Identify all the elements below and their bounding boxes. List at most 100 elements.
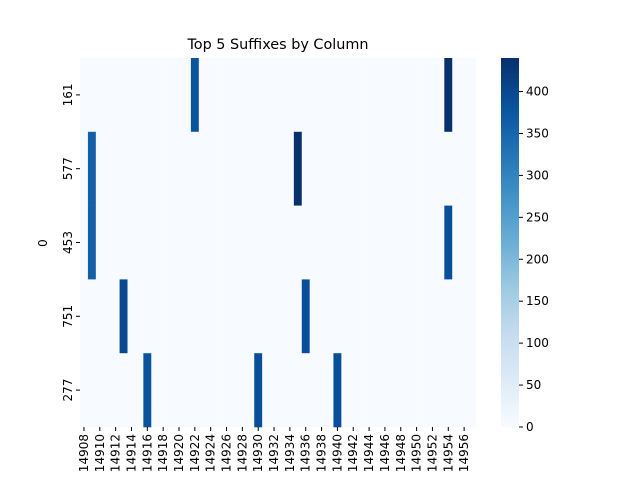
heatmap-cell [143,131,152,206]
heatmap-cell [254,205,263,280]
heatmap-cell [365,353,374,428]
heatmap-cell [301,58,310,133]
heatmap-cell [317,353,326,428]
heatmap-cell [357,353,366,428]
heatmap-cell [373,205,382,280]
heatmap-cell [159,131,168,206]
x-tick-label: 14936 [299,434,313,472]
heatmap-cell [246,353,255,428]
heatmap-cell [119,58,128,133]
x-tick-label: 14944 [362,434,376,472]
heatmap-cell [309,58,318,133]
heatmap-cell [404,353,413,428]
heatmap-cell [238,279,247,354]
x-tick-label: 14920 [172,434,186,472]
x-tick-label: 14916 [140,434,154,472]
heatmap-cell [341,279,350,354]
heatmap-cell [119,131,128,206]
heatmap-cell [214,353,223,428]
heatmap-cell [246,279,255,354]
heatmap-cell [111,353,120,428]
heatmap-cell [80,353,89,428]
heatmap-cell [198,58,208,133]
heatmap-cell [285,131,295,206]
heatmap-cell [214,131,223,206]
heatmap-cell [325,205,334,280]
x-tick-label: 14948 [394,434,408,472]
heatmap-cell [127,205,136,280]
heatmap-cell [198,205,208,280]
heatmap-cell [182,205,192,280]
heatmap-cell [135,205,144,280]
heatmap-cell [317,279,326,354]
heatmap-cell [103,353,112,428]
heatmap-cell [175,353,184,428]
heatmap-cell [373,279,382,354]
heatmap-cell [222,205,231,280]
heatmap-cell [103,131,112,206]
heatmap-cell [420,58,429,133]
heatmap-cell [127,279,136,354]
heatmap-cell [373,353,382,428]
heatmap-cell [365,279,374,354]
heatmap-cell [151,353,160,428]
x-tick-label: 14950 [410,434,424,472]
heatmap-cell [103,279,112,354]
heatmap-cell [341,353,350,428]
x-tick-label: 14914 [124,434,138,472]
heatmap-cell [341,58,350,133]
heatmap-cell [151,279,160,354]
heatmap-cell [365,131,374,206]
x-tick-label: 14938 [315,434,329,472]
heatmap-cell [428,58,437,133]
heatmap-cell [452,58,461,133]
heatmap-cell [285,58,295,133]
heatmap-cell [238,353,247,428]
heatmap-cell [182,58,192,133]
heatmap-cell [159,353,168,428]
heatmap-cell [349,279,358,354]
colorbar-tick-label: 150 [526,294,549,308]
heatmap-cell [357,205,366,280]
heatmap-cell [206,279,215,354]
heatmap-cell [380,279,390,354]
x-tick-label: 14952 [425,434,439,472]
heatmap-cell [254,279,263,354]
heatmap-cell [293,131,303,206]
heatmap-cell [396,279,406,354]
heatmap-cell [341,205,350,280]
heatmap-cell [119,279,128,354]
heatmap-cell [190,58,200,133]
heatmap-cell [143,279,152,354]
heatmap-cell [301,279,310,354]
heatmap-cell [420,353,429,428]
y-tick-label: 453 [61,231,75,254]
heatmap-cell [333,353,342,428]
heatmap-cell [270,353,279,428]
heatmap-cell [420,279,429,354]
heatmap-cell [198,353,208,428]
heatmap-cell [396,353,406,428]
heatmap-cell [167,58,176,133]
heatmap-cell [270,58,279,133]
heatmap-cell [95,205,105,280]
heatmap-cell [87,131,97,206]
heatmap-cell [87,205,97,280]
heatmap-cell [135,353,144,428]
heatmap-cell [428,131,437,206]
heatmap-cell [301,131,310,206]
heatmap-cell [143,353,152,428]
heatmap-cell [412,58,421,133]
heatmap-cell [325,58,334,133]
colorbar-tick-label: 300 [526,168,549,182]
heatmap-cell [190,205,200,280]
heatmap-cell [436,131,445,206]
colorbar-tick-label: 350 [526,126,549,140]
heatmap-cell [333,205,342,280]
colorbar-tick-label: 250 [526,210,549,224]
heatmap-cell [190,131,200,206]
heatmap-cell [206,205,215,280]
heatmap-cell [167,279,176,354]
heatmap-cell [436,279,445,354]
heatmap-cell [278,205,287,280]
